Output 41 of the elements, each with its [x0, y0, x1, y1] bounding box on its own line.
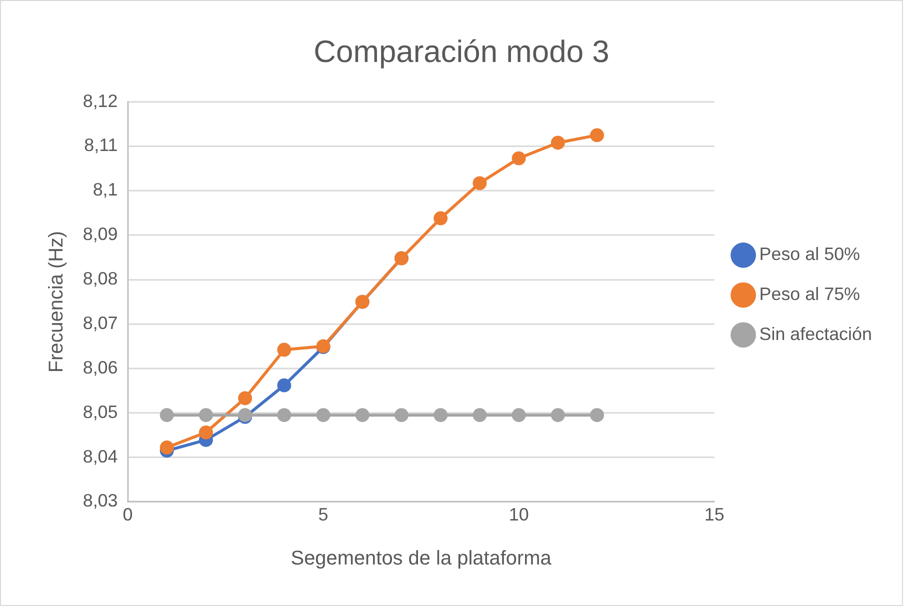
y-tick-label: 8,09 — [82, 224, 118, 244]
y-tick-label: 8,12 — [82, 90, 118, 111]
point — [316, 408, 330, 422]
point — [160, 408, 174, 422]
point — [160, 440, 174, 455]
point — [394, 408, 408, 422]
point — [238, 391, 252, 406]
point — [277, 342, 292, 357]
x-tick-label: 0 — [122, 504, 133, 524]
y-tick-label: 8,05 — [82, 402, 118, 422]
point — [198, 408, 213, 422]
point — [434, 408, 448, 422]
y-tick-label: 8,03 — [82, 490, 118, 511]
y-tick-label: 8,06 — [82, 357, 118, 378]
point — [472, 408, 487, 422]
y-tick-label: 8,1 — [92, 180, 118, 200]
point — [355, 408, 370, 422]
x-tick-label: 10 — [508, 504, 529, 524]
y-axis-title: Frecuencia (Hz) — [45, 230, 68, 373]
point — [277, 378, 292, 392]
point — [550, 136, 565, 150]
y-tick-label: 8,08 — [82, 268, 118, 289]
point — [590, 408, 604, 422]
point — [512, 408, 526, 422]
x-tick-label: 15 — [704, 504, 724, 524]
point — [590, 128, 604, 142]
y-tick-label: 8,11 — [84, 135, 118, 156]
x-axis-title: Segementos de la plataforma — [290, 548, 552, 570]
y-tick-label: 8,04 — [82, 446, 118, 466]
y-tick-label: 8,07 — [82, 312, 118, 333]
chart-title: Comparación modo 3 — [314, 34, 610, 69]
x-tick-label: 5 — [318, 504, 328, 524]
point — [198, 425, 213, 440]
point — [512, 151, 526, 166]
point — [472, 176, 487, 190]
point — [550, 408, 565, 422]
point — [277, 408, 292, 422]
legend-label: Peso al 75% — [759, 284, 860, 304]
legend-label: Peso al 50% — [759, 244, 860, 264]
point — [434, 211, 448, 226]
legend-label: Sin afectación — [759, 324, 872, 344]
